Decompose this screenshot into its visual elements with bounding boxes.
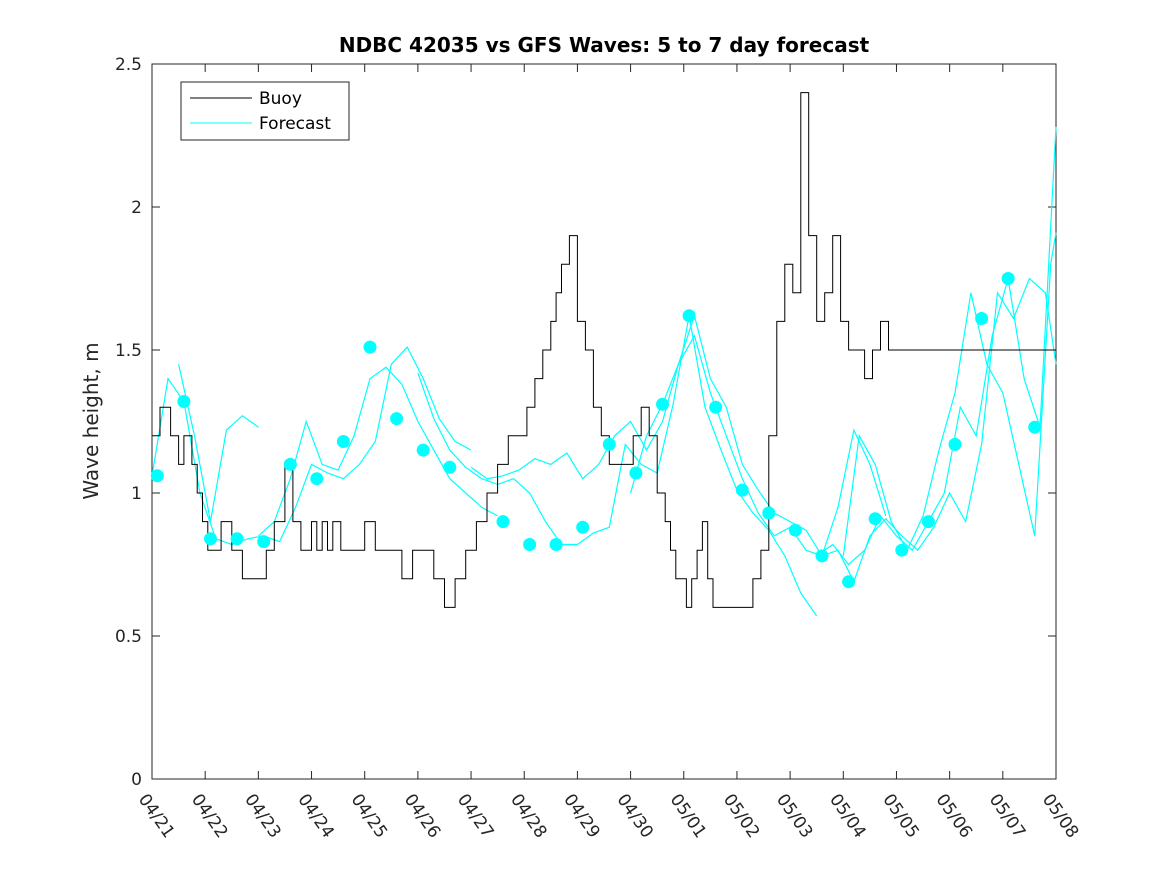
forecast-line-3 [417,315,818,617]
y-tick-label: 1 [131,484,142,504]
x-tick-label: 05/06 [932,790,976,842]
forecast-line-6 [816,126,1057,566]
legend: Buoy Forecast [180,81,350,141]
forecast-marker [230,532,244,546]
forecast-marker [815,549,829,563]
forecast-marker [150,469,164,483]
x-tick-label: 04/27 [453,790,497,842]
x-tick-label: 04/22 [187,790,231,842]
forecast-marker [204,532,217,546]
forecast-marker [682,309,696,323]
x-tick-label: 04/21 [134,790,178,842]
forecast-marker [283,457,297,471]
plot-area: 00.511.522.504/21 04/22 04/23 04/24 04/25 04/… [115,55,1082,842]
forecast-marker [310,472,324,486]
forecast-marker [1028,420,1042,434]
forecast-line-2 [257,366,498,537]
x-tick-label: 04/28 [506,790,550,842]
x-tick-label: 05/03 [772,790,816,842]
y-tick-label: 2.5 [115,55,142,75]
y-tick-label: 1.5 [115,341,142,361]
forecast-marker [762,506,776,520]
x-tick-label: 05/07 [985,790,1029,842]
forecast-marker [363,340,377,354]
legend-forecast-label: Forecast [259,114,331,134]
forecast-marker [735,483,749,497]
forecast-line-0 [151,346,472,546]
legend-box [180,81,350,141]
x-tick-label: 04/23 [240,790,284,842]
buoy-line [152,92,1056,608]
forecast-marker [948,437,962,451]
forecast-marker [709,400,723,414]
forecast-marker [921,515,935,529]
chart-title: NDBC 42035 vs GFS Waves: 5 to 7 day fore… [339,33,870,57]
forecast-marker [336,435,350,448]
forecast-line-1 [178,364,259,522]
plot-frame [151,63,1057,780]
x-tick-label: 04/25 [347,790,391,842]
forecast-marker [177,395,191,408]
forecast-marker [1001,272,1015,285]
forecast-marker [549,538,563,551]
forecast-marker [629,466,643,480]
x-tick-label: 05/01 [666,790,710,842]
y-tick-label: 0 [131,770,142,790]
x-tick-label: 04/24 [293,790,337,842]
legend-buoy-label: Buoy [259,89,302,109]
forecast-marker [443,460,457,474]
forecast-marker [523,538,537,551]
forecast-marker [842,575,856,589]
y-axis-label: Wave height, m [79,342,103,499]
y-tick-label: 0.5 [115,627,142,647]
x-tick-label: 05/08 [1038,790,1082,842]
x-tick-label: 04/29 [559,790,603,842]
x-tick-label: 04/30 [612,790,656,842]
forecast-marker [416,443,430,457]
x-tick-label: 04/26 [400,790,444,842]
forecast-marker [390,412,404,426]
x-tick-label: 05/02 [719,790,763,842]
forecast-marker [868,512,882,526]
y-tick-label: 2 [131,198,142,218]
forecast-marker [975,312,989,325]
x-tick-label: 05/04 [825,790,869,842]
forecast-line-7 [842,232,1057,556]
forecast-marker [788,523,802,537]
x-tick-label: 05/05 [878,790,922,842]
forecast-marker [496,515,510,529]
forecast-marker [895,543,909,557]
forecast-marker [257,535,271,549]
forecast-marker [656,397,669,411]
forecast-marker [576,520,590,534]
forecast-marker [602,437,616,451]
